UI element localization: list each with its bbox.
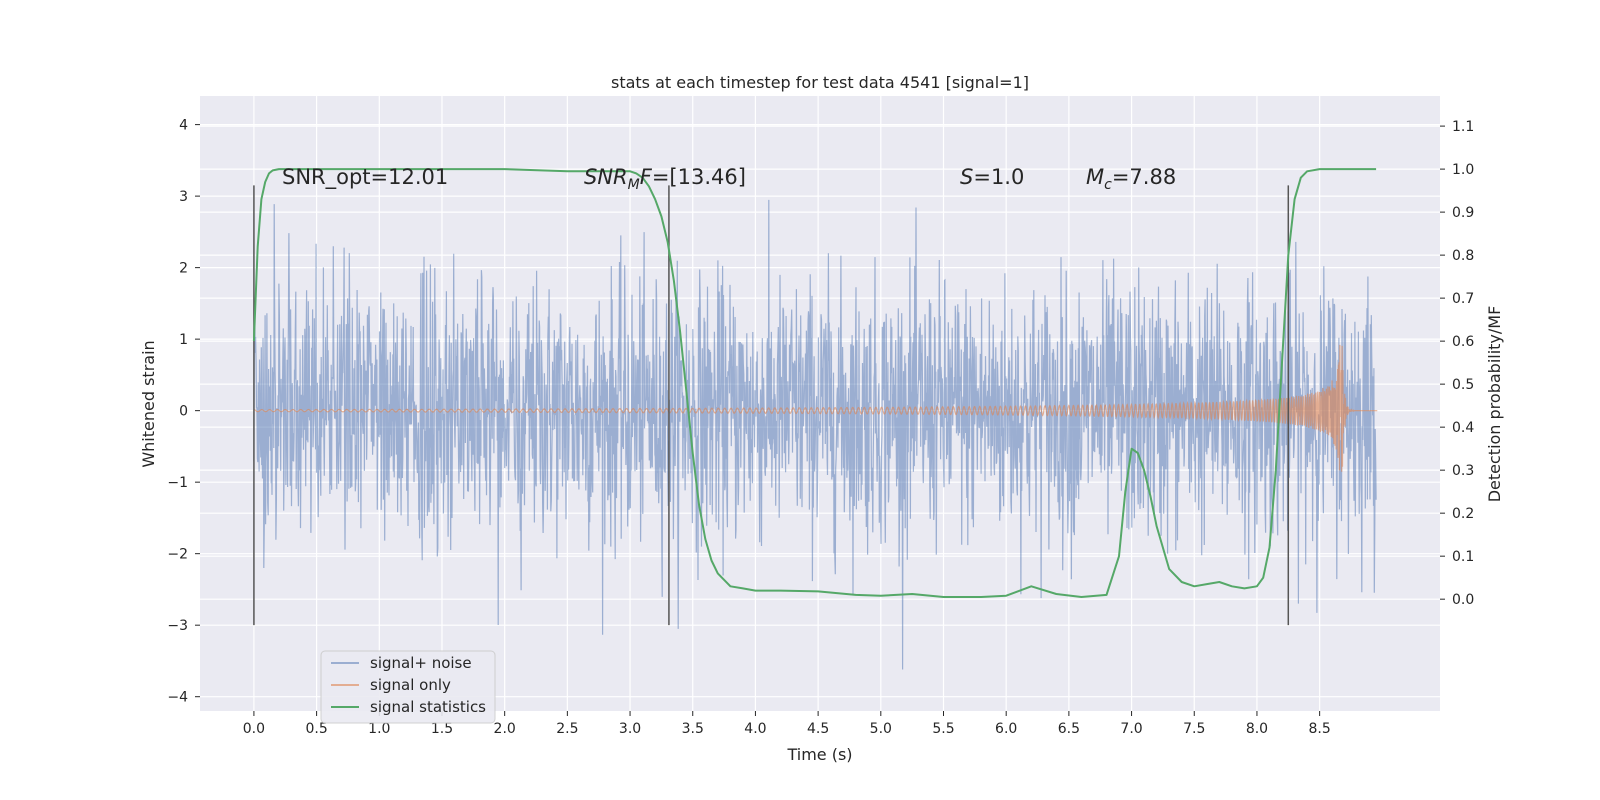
signal-plus-noise-line bbox=[253, 199, 1377, 670]
annotation-snr-mf: SNRMF=[13.46] bbox=[584, 165, 746, 193]
y2-tick-label: 0.0 bbox=[1452, 592, 1474, 608]
x-axis-label: Time (s) bbox=[786, 745, 852, 764]
x-tick-label: 1.5 bbox=[431, 721, 453, 737]
x-tick-label: 8.5 bbox=[1309, 721, 1331, 737]
y2-tick-label: 0.7 bbox=[1452, 291, 1474, 307]
x-tick-label: 4.0 bbox=[744, 721, 766, 737]
x-tick-label: 8.0 bbox=[1246, 721, 1268, 737]
series-signal-plus-noise bbox=[253, 199, 1377, 670]
series-signal-only bbox=[253, 344, 1378, 472]
y2-tick-label: 0.4 bbox=[1452, 420, 1474, 436]
x-tick-label: 7.5 bbox=[1183, 721, 1205, 737]
series-signal-statistics bbox=[252, 168, 1377, 598]
signal-statistics-line bbox=[252, 168, 1377, 598]
y-tick-label: −1 bbox=[167, 475, 188, 491]
legend: signal+ noise signal only signal statist… bbox=[320, 650, 496, 724]
legend-box bbox=[320, 650, 496, 724]
legend-label-signal-plus-noise: signal+ noise bbox=[370, 654, 472, 672]
y2-tick-label: 0.9 bbox=[1452, 205, 1474, 221]
axis-ticks: 0.0 0.5 1.0 1.5 2.0 2.5 3.0 3.5 4.0 4.5 5.0 5.5 6.0 6… bbox=[167, 118, 1474, 737]
y-tick-label: 1 bbox=[179, 332, 188, 348]
x-tick-label: 4.5 bbox=[807, 721, 829, 737]
x-tick-label: 5.0 bbox=[870, 721, 892, 737]
x-tick-label: 5.5 bbox=[932, 721, 954, 737]
y-tick-label: −4 bbox=[167, 690, 188, 706]
y-tick-label: 4 bbox=[179, 118, 188, 134]
y2-tick-label: 0.6 bbox=[1452, 334, 1474, 350]
y-tick-label: 3 bbox=[179, 189, 188, 205]
x-tick-label: 1.0 bbox=[368, 721, 390, 737]
chart-title: stats at each timestep for test data 454… bbox=[611, 73, 1029, 92]
y-tick-label: −3 bbox=[167, 618, 188, 634]
x-tick-label: 7.0 bbox=[1120, 721, 1142, 737]
y2-axis-label: Detection probability/MF bbox=[1485, 306, 1504, 503]
legend-label-signal-only: signal only bbox=[370, 676, 451, 694]
x-tick-label: 0.5 bbox=[305, 721, 327, 737]
x-tick-label: 6.0 bbox=[995, 721, 1017, 737]
annotation-s: S=1.0 bbox=[960, 165, 1024, 189]
x-tick-label: 2.5 bbox=[556, 721, 578, 737]
annotation-snr-opt: SNR_opt=12.01 bbox=[282, 165, 448, 190]
y-tick-label: 2 bbox=[179, 261, 188, 277]
y2-tick-label: 0.3 bbox=[1452, 463, 1474, 479]
y-axis-label: Whitened strain bbox=[139, 340, 158, 467]
y2-tick-label: 0.5 bbox=[1452, 377, 1474, 393]
y2-tick-label: 1.1 bbox=[1452, 119, 1474, 135]
legend-label-signal-statistics: signal statistics bbox=[370, 698, 486, 716]
y2-tick-label: 0.2 bbox=[1452, 506, 1474, 522]
y2-tick-label: 0.1 bbox=[1452, 549, 1474, 565]
x-tick-label: 0.0 bbox=[243, 721, 265, 737]
y-tick-label: 0 bbox=[179, 404, 188, 420]
signal-only-line bbox=[253, 344, 1378, 472]
y2-tick-label: 0.8 bbox=[1452, 248, 1474, 264]
x-tick-label: 3.0 bbox=[619, 721, 641, 737]
x-tick-label: 2.0 bbox=[494, 721, 516, 737]
y2-tick-label: 1.0 bbox=[1452, 162, 1474, 178]
x-tick-label: 6.5 bbox=[1058, 721, 1080, 737]
y-tick-label: −2 bbox=[167, 547, 188, 563]
x-tick-label: 3.5 bbox=[682, 721, 704, 737]
annotation-mc: Mc=7.88 bbox=[1086, 165, 1176, 193]
